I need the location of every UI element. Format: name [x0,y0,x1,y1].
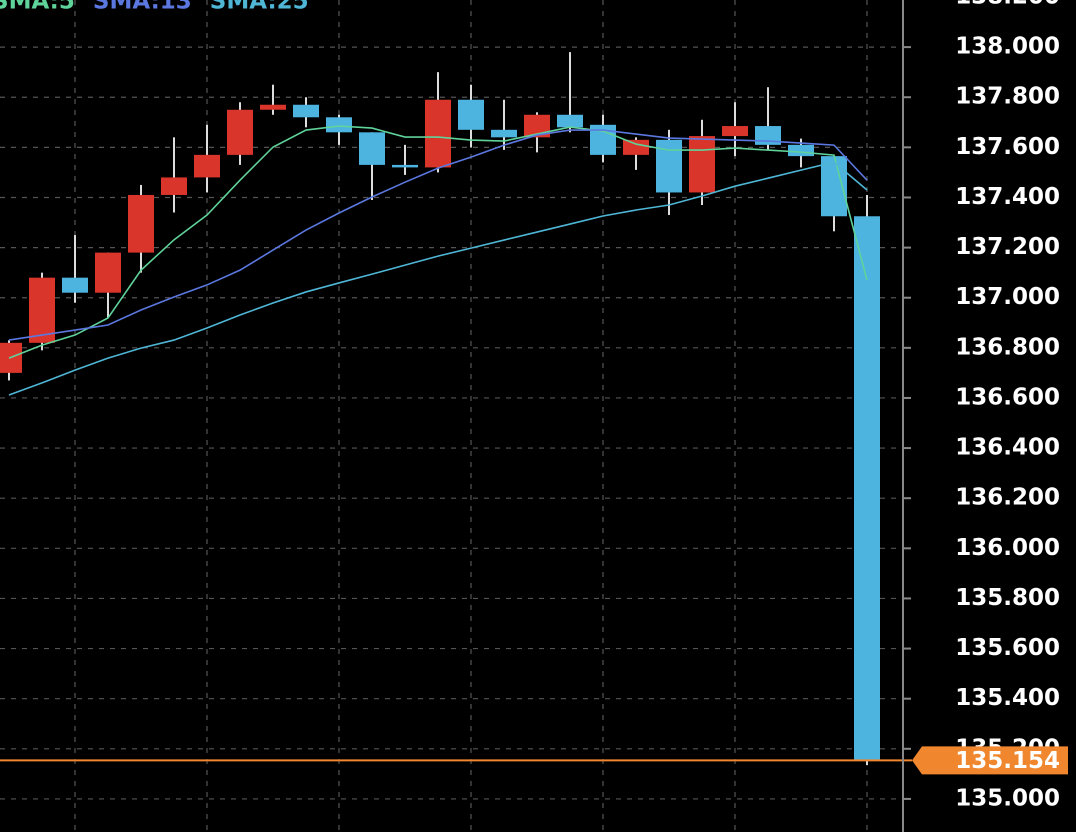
y-tick-label: 136.000 [955,535,1060,561]
y-tick-label: 136.800 [955,334,1060,360]
candle-body [293,104,319,118]
candle-body [491,129,517,138]
y-tick-label: 136.200 [955,485,1060,511]
y-tick-label: 135.800 [955,585,1060,611]
candle-body [788,144,814,157]
candle-body [161,177,187,195]
plot-area [0,52,912,766]
candle-body [425,99,451,168]
y-tick-label: 137.800 [955,84,1060,110]
candle-body [854,216,880,761]
y-tick-label: 137.000 [955,284,1060,310]
sma-line [8,129,868,341]
candle-body [62,277,88,293]
y-tick-label: 136.600 [955,384,1060,410]
candle-body [260,104,286,110]
candle-body [458,99,484,130]
sma-line [8,125,868,359]
y-axis: 135.000135.200135.400135.600135.800136.0… [903,0,1068,811]
y-tick-label: 137.600 [955,134,1060,160]
candle-body [128,194,154,253]
legend-entry: SMA:5 [0,0,75,15]
candle-body [557,114,583,128]
candle-body [689,136,715,193]
y-tick-label: 138.200 [955,0,1060,9]
candle-body [95,252,121,293]
y-tick-label: 138.000 [955,34,1060,60]
candle-body [524,114,550,138]
candle-body [623,139,649,155]
last-price-label: 135.154 [955,748,1060,774]
candle-body [194,154,220,178]
y-tick-label: 135.600 [955,635,1060,661]
candle-body [359,132,385,165]
grid [0,0,903,832]
legend: SMA:5 SMA:13 SMA:25 [0,0,309,15]
candle-body [392,164,418,168]
y-tick-label: 135.400 [955,685,1060,711]
y-tick-label: 137.200 [955,234,1060,260]
candle-body [722,126,748,137]
candle-body [29,277,55,343]
legend-entry: SMA:13 [93,0,192,15]
y-tick-label: 135.000 [955,785,1060,811]
legend-entry: SMA:25 [210,0,309,15]
candle-body [326,117,352,133]
y-tick-label: 137.400 [955,184,1060,210]
y-tick-label: 136.400 [955,435,1060,461]
candle-body [227,109,253,155]
sma-line [8,161,868,396]
last-price-tag [912,746,1068,775]
